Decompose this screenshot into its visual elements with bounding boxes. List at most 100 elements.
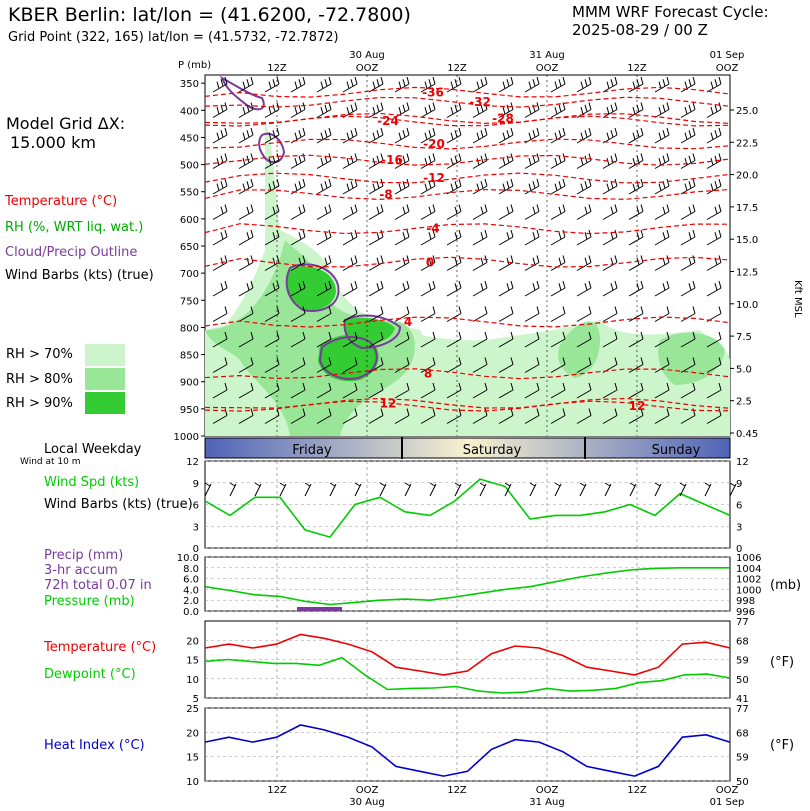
wind-barb [550, 408, 566, 424]
rh-shading [205, 120, 730, 436]
wind-barb [706, 229, 722, 246]
precip-pressure-panel: 0.02.04.06.08.010.0 996998100010021004100… [177, 553, 762, 618]
wind-barb [394, 306, 410, 322]
panel-tick-label: 3 [193, 522, 199, 533]
wind-barb [446, 357, 462, 373]
top-time-label: OOZ [356, 63, 379, 74]
wind-barb [342, 204, 358, 220]
wind-barb [472, 76, 488, 93]
wind-barb [602, 204, 618, 220]
temperature-contour-label: -4 [426, 222, 439, 236]
wind-barb [368, 153, 384, 169]
kft-tick-label: 25.0 [736, 106, 758, 117]
wind-barb [342, 127, 358, 144]
wind-barb [212, 178, 228, 195]
wind-barb [472, 408, 488, 424]
wind-barb [446, 255, 462, 271]
wind-barb [576, 306, 592, 322]
panel-frame [204, 707, 731, 782]
forecast-cycle-label: MMM WRF Forecast Cycle: [572, 3, 769, 21]
wind-barb [524, 357, 540, 373]
wind-barb [524, 127, 540, 144]
wind-barb [602, 153, 618, 169]
panel-tick-label: 0 [193, 544, 199, 555]
wind-barb [602, 280, 618, 297]
surface-wind-barb [254, 482, 262, 497]
panel-tick-label: 8.0 [183, 564, 199, 575]
surface-wind-barb [504, 482, 512, 497]
panel-y2-label: 77 [736, 704, 749, 715]
wind-barb [238, 306, 254, 322]
panel-y2-label: 996 [736, 607, 755, 618]
bottom-time-label: 12Z [447, 785, 467, 796]
precip-bar [297, 607, 342, 611]
rh80-swatch [85, 368, 125, 390]
p-tick-label: 850 [180, 351, 199, 362]
wind-barb [628, 153, 644, 169]
wind-barb [394, 280, 410, 297]
wind-barb [524, 331, 540, 348]
wind-barb [654, 331, 670, 348]
wind-barb [446, 178, 462, 195]
wind-barb [316, 408, 332, 424]
wind-barb [628, 127, 644, 144]
wind-barb [706, 382, 722, 399]
temperature-contour [204, 172, 731, 184]
wind-barb [576, 357, 592, 373]
wind-barb [446, 153, 462, 169]
wind-barb [498, 204, 514, 220]
panel-y2-label: 68 [736, 636, 749, 647]
wind-barb [446, 280, 462, 297]
wind-barb [342, 408, 358, 424]
wind-barb [290, 331, 306, 348]
rh90-swatch [85, 392, 125, 414]
bottom-time-label: 12Z [267, 785, 287, 796]
wind-barb [446, 408, 462, 424]
kft-tick-label: 5.0 [736, 364, 752, 375]
panel-frame [204, 556, 731, 612]
wind-barb [394, 76, 410, 93]
wind-barb [446, 204, 462, 220]
wind-barb [576, 331, 592, 348]
wind-barb [212, 357, 228, 373]
p-axis-label: P (mb) [178, 60, 211, 71]
heat-f-unit: (°F) [770, 738, 795, 753]
temperature-contour [204, 188, 731, 201]
kft-tick-label: 20.0 [736, 171, 758, 182]
wind-barb [264, 382, 280, 399]
top-time-label: OOZ [716, 63, 739, 74]
p-tick-label: 650 [180, 242, 199, 253]
heat-index-panel: 10 15 20 25 50 59 68 77 [186, 704, 748, 788]
wind-barb [706, 76, 722, 93]
wind-barb [550, 153, 566, 169]
temperature-contour-label: 0 [426, 255, 434, 269]
kft-tick-label: 0.45 [736, 429, 758, 440]
surface-wind-barb [229, 482, 237, 497]
wind-barb [342, 76, 358, 93]
wind-barb [446, 229, 462, 246]
wind-barb [524, 255, 540, 271]
p-tick-label: 500 [180, 161, 199, 172]
wind-barb [368, 382, 384, 399]
wind-barb [212, 306, 228, 322]
wind-barb [342, 357, 358, 373]
wind-barb [576, 408, 592, 424]
wind-barb [212, 204, 228, 220]
surface-wind-barb [529, 482, 537, 497]
wind-barb [212, 331, 228, 348]
panel-y2-label: 59 [736, 656, 749, 667]
wind-barb [238, 331, 254, 348]
panel-tick-label: 25 [186, 704, 199, 715]
day-bar-title: Local Weekday [44, 442, 142, 457]
wind-barb [290, 357, 306, 373]
wind-barb [212, 408, 228, 424]
wind-barb [316, 306, 332, 322]
wind-barb [602, 127, 618, 144]
day-bar [204, 437, 731, 459]
wind-barb [680, 331, 696, 348]
temperature-contour-label: -16 [381, 153, 403, 167]
wind-barb [472, 357, 488, 373]
day-friday: Friday [292, 443, 332, 458]
wind-barb [576, 127, 592, 144]
wind-barb [524, 280, 540, 297]
